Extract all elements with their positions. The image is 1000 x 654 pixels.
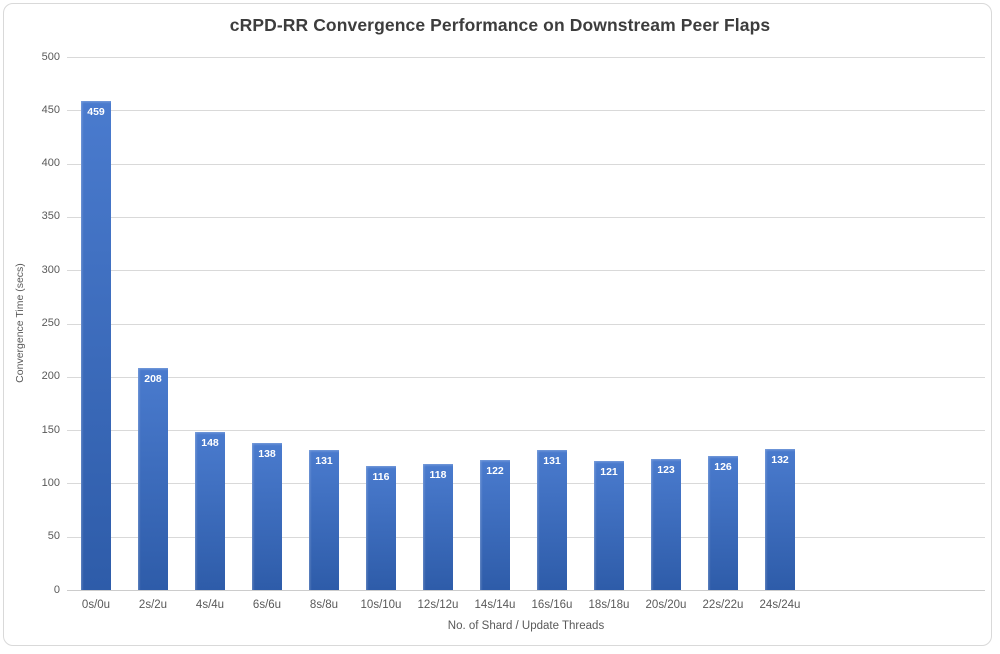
bar-8s/8u [309,450,339,590]
x-tick-label: 2s/2u [138,599,168,611]
bar-22s/22u [708,455,738,590]
gridline [67,163,985,165]
y-tick-label: 400 [41,157,60,170]
y-tick-label: 300 [41,263,60,276]
bar-20s/20u [651,458,681,590]
chart-title: cRPD-RR Convergence Performance on Downs… [229,15,771,35]
bar-14s/14u [480,459,510,590]
x-tick-label: 14s/14u [474,599,516,611]
y-tick-label: 0 [53,583,60,596]
bar-value-label: 121 [600,466,618,478]
x-tick-label: 4s/4u [195,599,225,611]
x-tick-label: 16s/16u [531,599,573,611]
gridline [67,430,985,432]
x-tick-label: 12s/12u [417,599,459,611]
y-tick-label: 450 [41,103,60,116]
x-axis-title: No. of Shard / Update Threads [447,620,605,632]
x-axis-line [67,590,985,591]
x-tick-label: 10s/10u [360,599,402,611]
bar-0s/0u [81,100,111,590]
x-tick-label: 6s/6u [252,599,282,611]
bar-12s/12u [423,464,453,590]
gridline [67,270,985,272]
bar-24s/24u [765,449,795,590]
bar-16s/16u [537,450,567,590]
bar-value-label: 126 [714,460,732,473]
bar-6s/6u [252,442,282,590]
x-tick-label: 0s/0u [81,599,111,611]
x-tick-label: 8s/8u [309,599,339,611]
bar-value-label: 123 [657,463,675,476]
x-tick-label: 20s/20u [645,599,687,611]
y-tick-label: 250 [41,317,60,329]
x-tick-label: 18s/18u [588,599,630,611]
bar-18s/18u [594,461,624,590]
bar-4s/4u [195,432,225,590]
bar-value-label: 122 [486,464,504,477]
bar-value-label: 116 [372,471,390,484]
x-tick-label: 24s/24u [759,599,801,611]
bar-value-label: 118 [429,469,447,482]
y-tick-label: 350 [41,210,60,223]
bar-10s/10u [366,466,396,590]
y-tick-label: 50 [47,530,60,543]
y-tick-label: 200 [41,370,60,383]
bar-value-label: 459 [87,105,105,118]
bar-value-label: 132 [771,454,789,467]
x-tick-label: 22s/22u [702,599,744,611]
bar-value-label: 131 [543,455,561,468]
bar-value-label: 148 [201,437,219,450]
plot-area: 459 208 148 138 131 116 118 122 131 121 123 126 132 [67,57,985,591]
gridline [67,376,985,378]
gridline [67,216,985,218]
gridline [67,110,985,112]
gridline [67,536,985,538]
y-tick-label: 500 [41,50,60,63]
bar-value-label: 131 [315,455,333,468]
bar-value-label: 138 [258,447,276,460]
gridline [67,57,985,58]
bar-2s/2u [138,368,168,590]
y-tick-label: 100 [41,476,60,489]
y-tick-label: 150 [41,423,60,436]
gridline [67,483,985,485]
gridline [67,323,985,325]
bar-value-label: 208 [144,373,162,386]
